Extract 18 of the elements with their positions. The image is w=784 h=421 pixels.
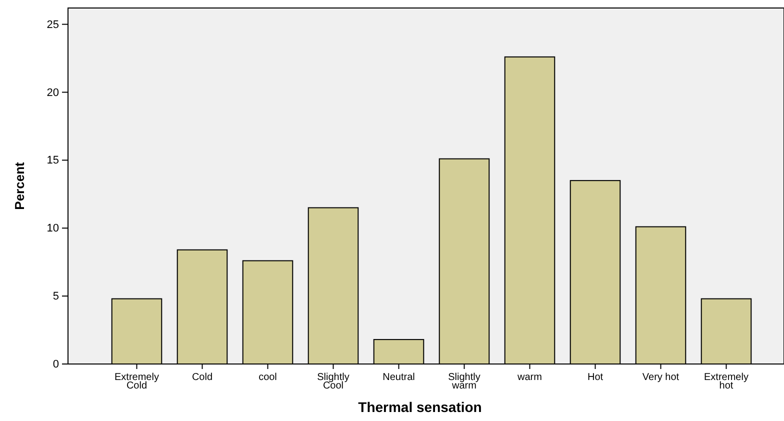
y-tick-label: 0	[52, 358, 59, 371]
x-tick-label: Extremely hot	[704, 372, 748, 392]
x-axis-title: Thermal sensation	[358, 399, 482, 415]
y-axis-title: Percent	[12, 161, 27, 210]
y-tick-label: 25	[46, 18, 59, 31]
y-tick-label: 10	[46, 222, 59, 235]
x-tick-label: Hot	[587, 372, 604, 383]
x-tick-label: Extremely Cold	[114, 372, 159, 392]
y-tick-label: 15	[46, 154, 59, 167]
x-tick-label: Slightly warm	[448, 372, 480, 392]
x-tick-label: Slightly Cool	[317, 372, 350, 392]
x-tick-label: cool	[258, 372, 277, 383]
y-tick-label: 5	[52, 290, 59, 303]
x-tick-label: warm	[516, 372, 542, 383]
x-tick-label: Cold	[192, 372, 213, 383]
y-tick-label: 20	[46, 86, 59, 99]
x-tick-label: Neutral	[382, 372, 415, 383]
x-tick-label: Very hot	[642, 372, 680, 383]
